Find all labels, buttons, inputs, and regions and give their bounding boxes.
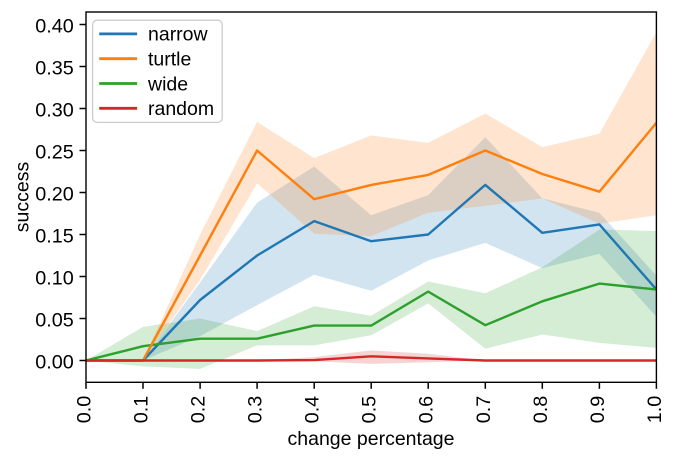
svg-text:1.0: 1.0 <box>644 396 666 424</box>
svg-text:0.4: 0.4 <box>302 396 324 424</box>
svg-text:0.10: 0.10 <box>35 268 74 290</box>
svg-text:0.0: 0.0 <box>74 396 96 424</box>
svg-text:0.25: 0.25 <box>35 142 74 164</box>
svg-text:narrow: narrow <box>148 24 209 46</box>
svg-text:0.05: 0.05 <box>35 310 74 332</box>
svg-text:0.20: 0.20 <box>35 184 74 206</box>
svg-text:0.2: 0.2 <box>188 396 210 424</box>
svg-text:0.15: 0.15 <box>35 226 74 248</box>
svg-text:success: success <box>12 162 34 233</box>
svg-text:0.8: 0.8 <box>530 396 552 424</box>
svg-text:0.40: 0.40 <box>35 16 74 38</box>
svg-text:0.00: 0.00 <box>35 352 74 374</box>
svg-text:random: random <box>148 98 214 120</box>
svg-text:0.5: 0.5 <box>359 396 381 424</box>
svg-text:0.6: 0.6 <box>416 396 438 424</box>
svg-text:0.3: 0.3 <box>245 396 267 424</box>
svg-text:0.35: 0.35 <box>35 58 74 80</box>
svg-text:0.7: 0.7 <box>473 396 495 424</box>
svg-text:wide: wide <box>147 73 188 95</box>
svg-text:0.9: 0.9 <box>587 396 609 424</box>
svg-text:0.30: 0.30 <box>35 100 74 122</box>
svg-text:change percentage: change percentage <box>288 428 455 450</box>
svg-text:0.1: 0.1 <box>131 396 153 424</box>
svg-text:turtle: turtle <box>148 49 191 71</box>
